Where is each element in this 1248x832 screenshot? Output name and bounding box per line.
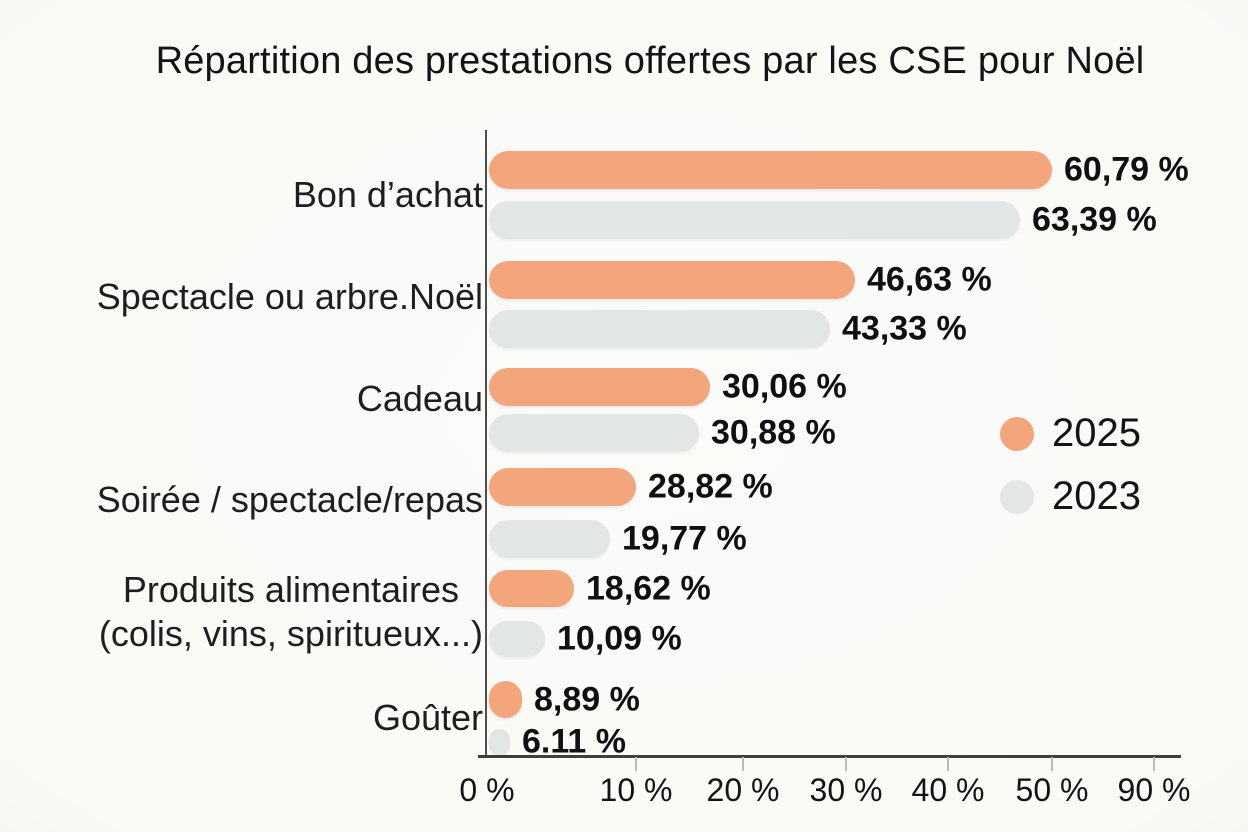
value-label-2025: 18,62 % [586, 569, 711, 607]
bar-2025 [489, 368, 710, 406]
bar-2025 [489, 468, 636, 506]
bar-2023 [489, 621, 545, 657]
legend-label-2025: 2025 [1052, 411, 1141, 455]
value-label-2025: 28,82 % [648, 467, 773, 506]
category-label: Cadeau [356, 378, 483, 420]
value-label-2023: 19,77 % [622, 519, 747, 558]
x-tick-label: 50 % [1015, 772, 1089, 808]
x-tick-label: 10 % [599, 772, 673, 808]
x-tick-mark [845, 757, 847, 771]
value-label-2025: 30,06 % [722, 367, 847, 406]
x-tick-mark [1051, 757, 1053, 771]
bar-2023 [489, 729, 510, 755]
category-label: Bon d’achat [292, 174, 483, 216]
x-axis-line [478, 755, 1181, 758]
x-tick-label: 0 % [459, 772, 515, 808]
chart-title: Répartition des prestations offertes par… [155, 40, 1145, 82]
value-label-2023: 30,88 % [711, 413, 836, 452]
legend-item-2023: 2023 [1000, 474, 1141, 519]
bar-2025 [489, 261, 855, 299]
x-tick-label: 20 % [706, 772, 780, 808]
legend-item-2025: 2025 [1000, 411, 1141, 456]
value-label-2025: 60,79 % [1064, 150, 1189, 189]
x-tick-label: 40 % [911, 772, 985, 808]
category-label: Spectacle ou arbre.Noël [96, 276, 483, 318]
legend-swatch-2025-icon [1000, 416, 1034, 451]
value-label-2025: 8,89 % [534, 680, 640, 718]
bar-2025 [489, 151, 1052, 189]
x-tick-mark [947, 757, 949, 771]
category-label: Goûter [372, 697, 483, 739]
value-label-2023: 63,39 % [1032, 200, 1157, 239]
category-label: Soirée / spectacle/repas [96, 479, 483, 521]
value-label-2023: 6.11 % [522, 722, 626, 761]
x-tick-label: 90 % [1117, 772, 1191, 808]
value-label-2023: 43,33 % [842, 309, 967, 348]
x-tick-mark [635, 757, 637, 771]
value-label-2023: 10,09 % [557, 619, 682, 658]
x-tick-label: 30 % [809, 772, 883, 808]
x-tick-mark [1153, 757, 1155, 771]
legend: 2025 2023 [1000, 411, 1141, 519]
bar-2023 [489, 414, 699, 452]
value-label-2025: 46,63 % [867, 260, 992, 299]
bar-2023 [489, 310, 830, 348]
bar-2025 [489, 570, 574, 607]
legend-label-2023: 2023 [1052, 474, 1141, 518]
y-axis-line [485, 130, 487, 757]
bar-2023 [489, 520, 610, 558]
category-label: Produits alimentaires (colis, vins, spir… [98, 569, 483, 654]
bar-2025 [489, 681, 522, 718]
x-tick-mark [742, 757, 744, 771]
bar-2023 [489, 201, 1020, 239]
legend-swatch-2023-icon [1000, 479, 1034, 514]
